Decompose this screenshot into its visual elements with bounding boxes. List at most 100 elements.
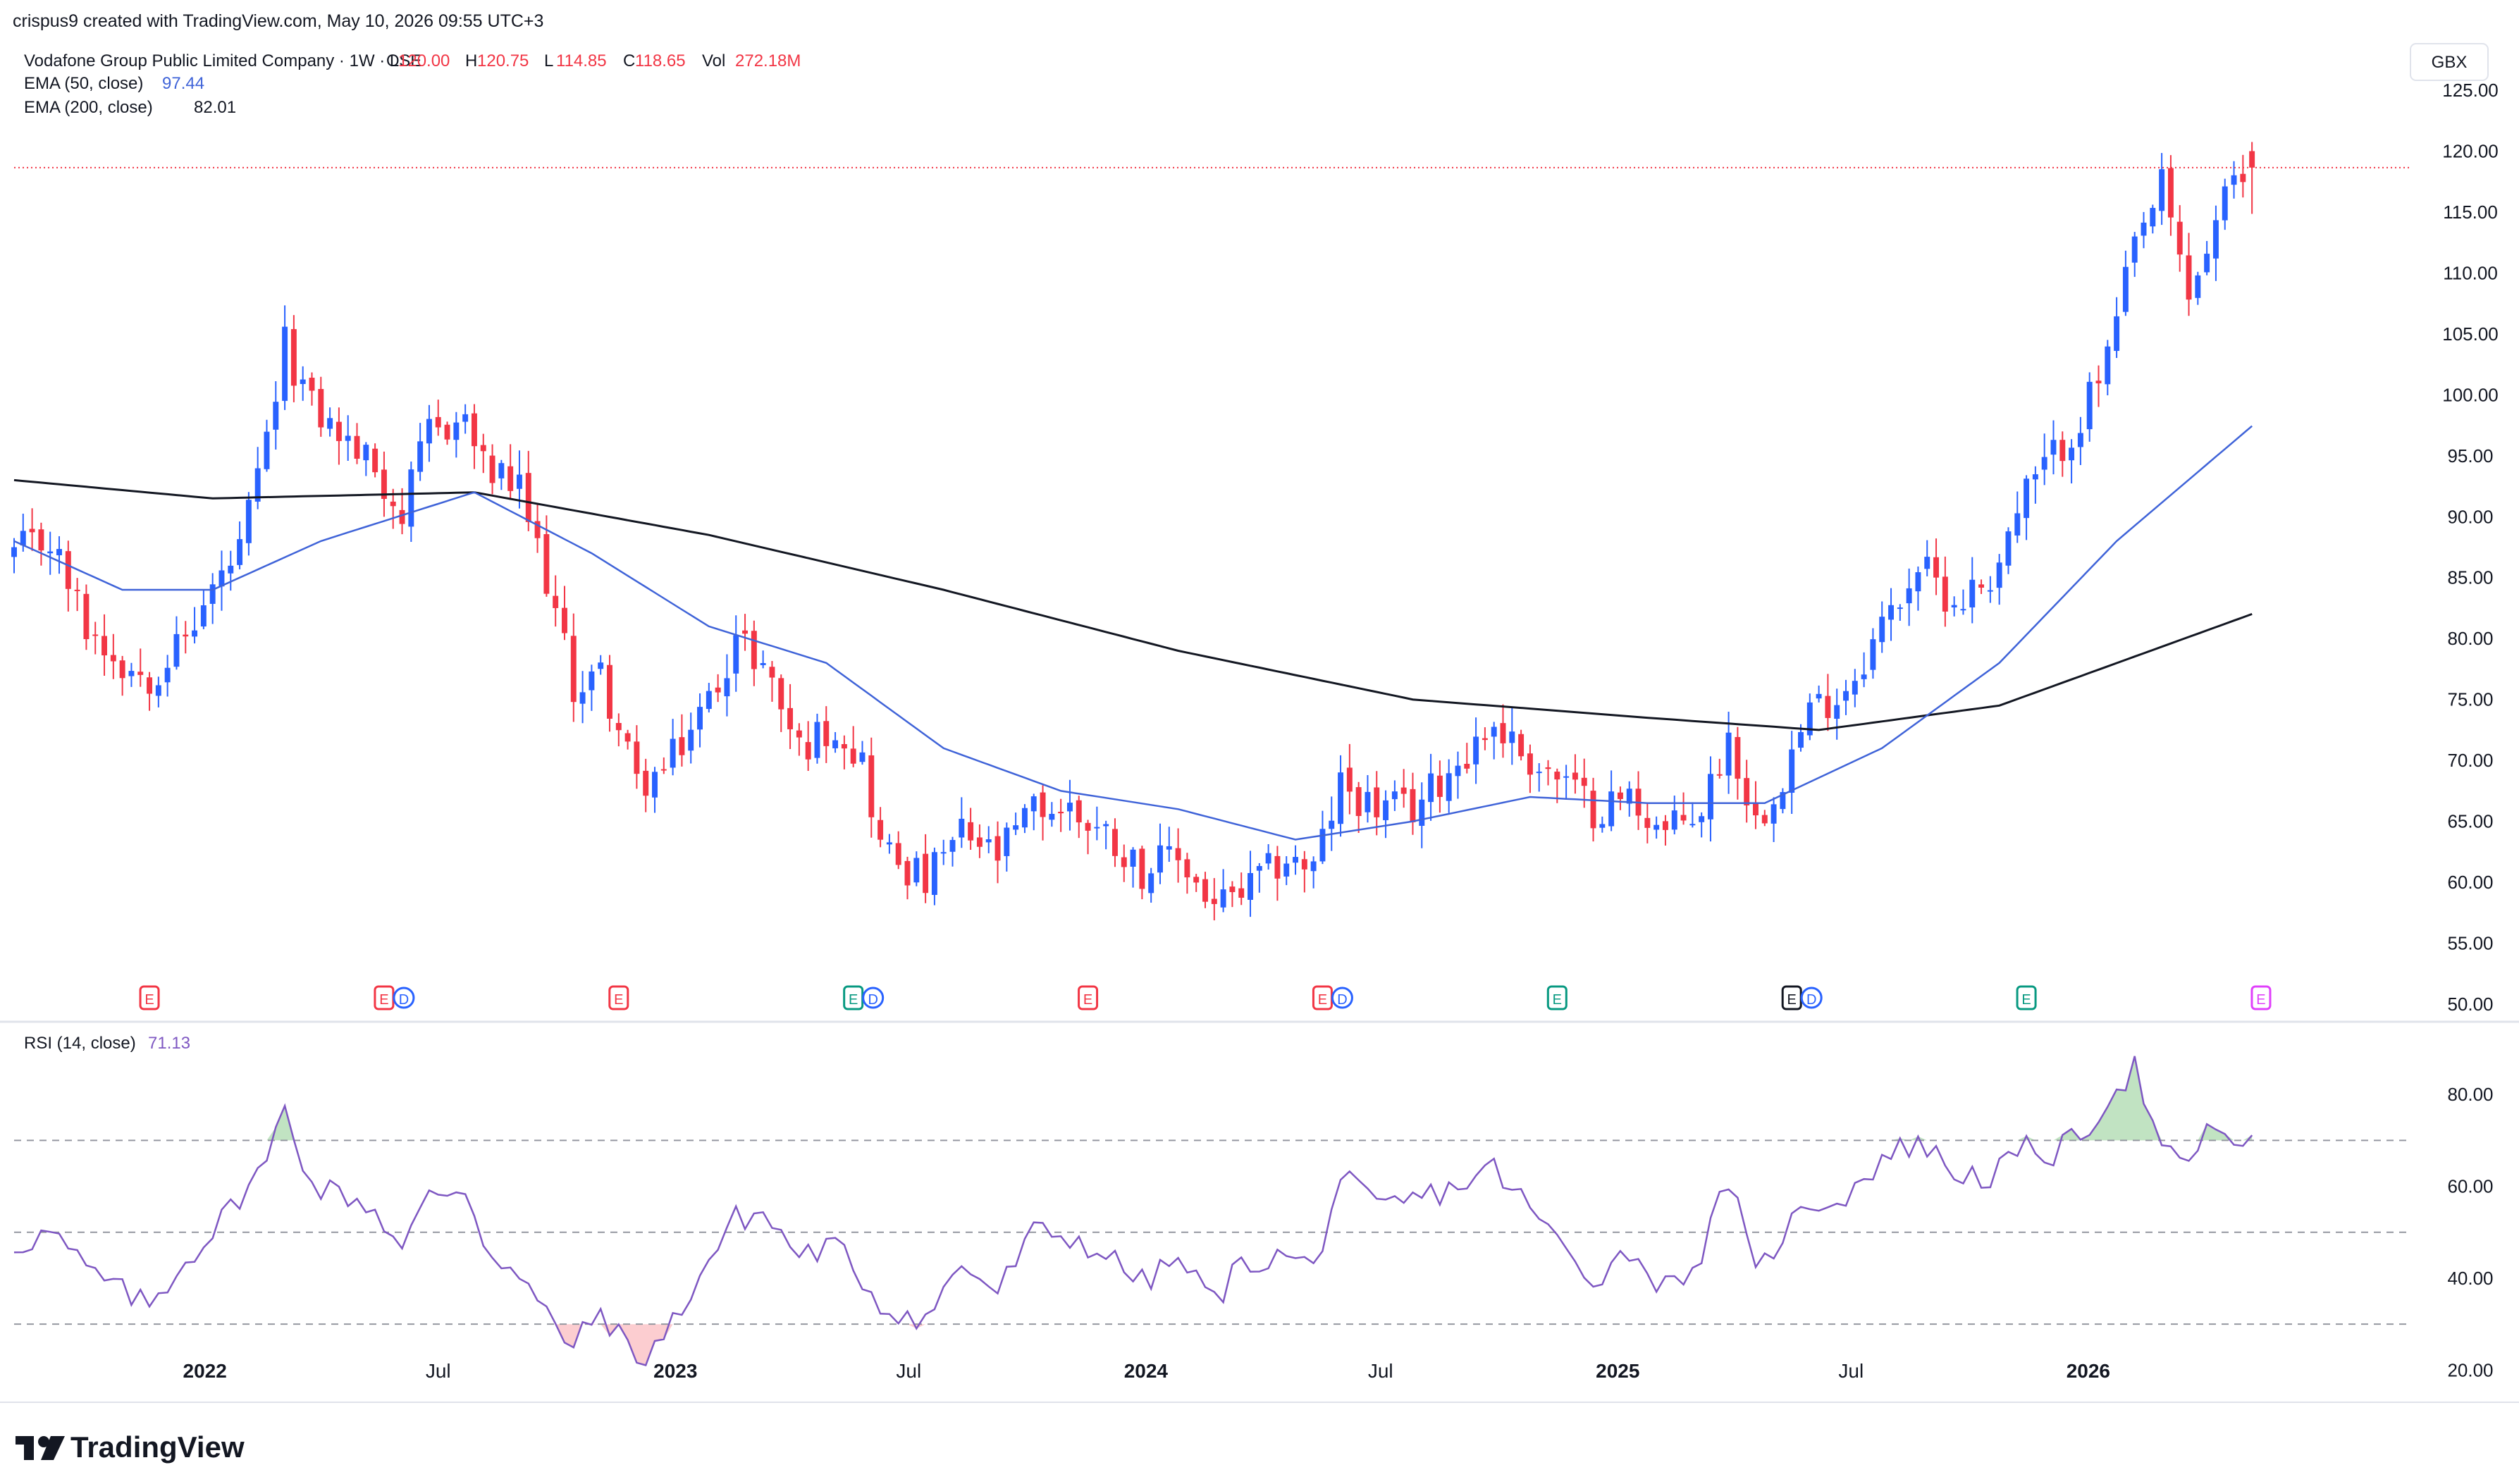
candle[interactable]: [489, 444, 495, 495]
candle[interactable]: [904, 856, 911, 900]
candle[interactable]: [1066, 779, 1073, 831]
event-marker[interactable]: E: [2016, 985, 2037, 1010]
candle[interactable]: [2024, 475, 2030, 540]
candle[interactable]: [1121, 844, 1127, 882]
candle[interactable]: [2167, 155, 2174, 236]
candle[interactable]: [525, 450, 531, 531]
event-marker[interactable]: E: [1546, 985, 1568, 1010]
candle[interactable]: [119, 655, 125, 696]
earnings-badge[interactable]: [1078, 985, 1099, 1010]
candle[interactable]: [895, 831, 901, 870]
candle[interactable]: [1861, 652, 1867, 688]
candle[interactable]: [850, 726, 856, 767]
candle[interactable]: [2195, 271, 2201, 305]
candle[interactable]: [1987, 576, 1993, 603]
candle[interactable]: [1274, 846, 1281, 901]
candle[interactable]: [2159, 153, 2165, 225]
candle[interactable]: [1148, 867, 1154, 903]
candle[interactable]: [832, 731, 839, 753]
candle[interactable]: [417, 423, 424, 481]
candle[interactable]: [2105, 340, 2111, 396]
candle[interactable]: [1103, 820, 1109, 850]
candle[interactable]: [733, 615, 739, 692]
candle[interactable]: [128, 662, 135, 687]
candle[interactable]: [2032, 466, 2038, 504]
candle[interactable]: [254, 447, 261, 509]
candle[interactable]: [715, 674, 721, 703]
candle[interactable]: [1238, 872, 1245, 905]
dividend-badge[interactable]: [1800, 987, 1823, 1009]
candle[interactable]: [976, 824, 983, 858]
candle[interactable]: [615, 713, 622, 747]
candle[interactable]: [327, 407, 333, 437]
candle[interactable]: [1744, 760, 1750, 823]
candle[interactable]: [1428, 753, 1434, 821]
candle[interactable]: [1229, 881, 1236, 908]
candle[interactable]: [435, 400, 441, 436]
candle[interactable]: [1770, 797, 1777, 843]
candle[interactable]: [1482, 727, 1488, 750]
candle[interactable]: [968, 808, 974, 850]
currency-badge[interactable]: [2410, 43, 2489, 81]
candle[interactable]: [760, 650, 766, 669]
candle[interactable]: [1852, 669, 1858, 707]
candle[interactable]: [1293, 845, 1298, 875]
candle[interactable]: [814, 713, 820, 764]
candle[interactable]: [47, 531, 54, 575]
candle[interactable]: [507, 444, 514, 500]
candle[interactable]: [1888, 588, 1894, 641]
candle[interactable]: [273, 381, 279, 450]
candle[interactable]: [985, 826, 992, 853]
candle[interactable]: [1509, 707, 1515, 765]
candle[interactable]: [923, 834, 929, 903]
candle[interactable]: [913, 851, 920, 886]
candle[interactable]: [1004, 822, 1010, 872]
candle[interactable]: [164, 655, 171, 697]
candle[interactable]: [562, 586, 567, 641]
candle[interactable]: [886, 834, 892, 854]
candle[interactable]: [1969, 557, 1976, 624]
candle[interactable]: [2141, 211, 2147, 249]
candle[interactable]: [1175, 828, 1181, 883]
candle[interactable]: [245, 492, 252, 556]
candle[interactable]: [2086, 372, 2093, 442]
candle[interactable]: [931, 847, 937, 905]
candle[interactable]: [2212, 205, 2219, 281]
rsi-label[interactable]: RSI (14, close): [24, 1034, 136, 1053]
candle[interactable]: [1283, 856, 1290, 886]
candle[interactable]: [237, 521, 243, 569]
candle[interactable]: [2005, 527, 2012, 574]
event-marker[interactable]: E: [2250, 985, 2272, 1010]
candle[interactable]: [1265, 844, 1271, 870]
candle[interactable]: [579, 671, 586, 724]
candle[interactable]: [2069, 439, 2075, 484]
candle[interactable]: [1436, 760, 1443, 813]
candle[interactable]: [1157, 823, 1163, 884]
candle[interactable]: [309, 372, 315, 406]
candle[interactable]: [697, 693, 703, 748]
candle[interactable]: [1400, 769, 1407, 808]
candle[interactable]: [408, 461, 414, 542]
candle[interactable]: [300, 366, 306, 401]
candle[interactable]: [543, 515, 550, 597]
candle[interactable]: [1924, 540, 1930, 576]
candle[interactable]: [381, 451, 387, 517]
candle[interactable]: [290, 315, 297, 402]
candle[interactable]: [1671, 796, 1677, 835]
candle[interactable]: [2041, 433, 2047, 486]
candle[interactable]: [335, 407, 342, 465]
candle[interactable]: [1951, 596, 1957, 617]
candle[interactable]: [994, 821, 1001, 884]
candle[interactable]: [805, 721, 811, 772]
candle[interactable]: [868, 737, 875, 838]
candle[interactable]: [453, 412, 460, 458]
candle[interactable]: [1248, 851, 1253, 917]
candle[interactable]: [345, 415, 351, 461]
candle[interactable]: [101, 614, 107, 676]
candle[interactable]: [1139, 846, 1145, 900]
candle[interactable]: [1635, 771, 1642, 830]
candle[interactable]: [390, 488, 396, 529]
candle[interactable]: [1933, 538, 1940, 595]
candle[interactable]: [209, 573, 216, 624]
